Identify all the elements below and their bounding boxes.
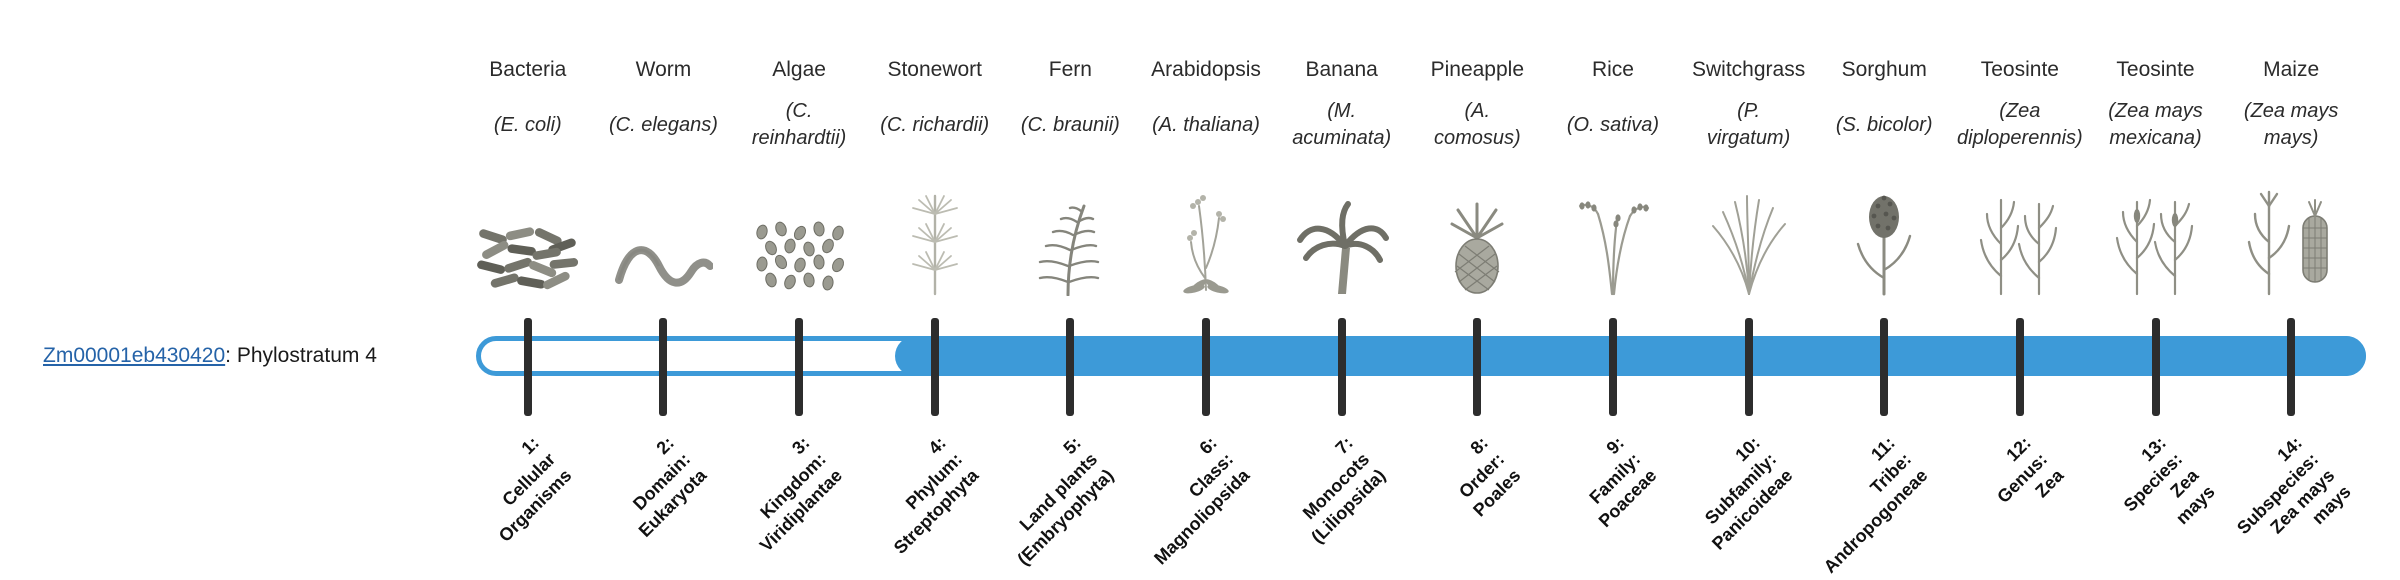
phylostratum-tick	[1202, 318, 1211, 416]
organism-name: Teosinte	[1980, 58, 2059, 81]
organism-scientific-name: (Zea diploperennis)	[1957, 100, 2083, 149]
phylostratum-tick	[930, 318, 939, 416]
gene-link[interactable]: Zm00001eb430420	[43, 344, 226, 367]
organism-name: Algae	[772, 58, 826, 81]
phylostratum-label: 7: Monocots (Liliopsida)	[1298, 432, 1390, 548]
maize-icon	[2223, 168, 2359, 296]
switchgrass-icon	[1681, 168, 1817, 296]
rice-icon	[1545, 168, 1681, 296]
organism-scientific-name: (C. braunii)	[1020, 113, 1120, 136]
organism-scientific-name: (P. virgatum)	[1706, 100, 1791, 149]
organism-scientific-name: (C. elegans)	[608, 113, 718, 136]
organism-name: Worm	[635, 58, 692, 81]
organism-column-fern: Fern (C. braunii)	[1003, 0, 1139, 580]
phylostratum-tick	[1066, 318, 1075, 416]
organism-name: Arabidopsis	[1151, 58, 1261, 81]
phylostratum-label: 8: Order: Poales	[1455, 432, 1525, 521]
organism-scientific-name: (E. coli)	[493, 113, 562, 136]
teosinte-diploperennis-icon	[1952, 168, 2088, 296]
organism-scientific-name: (A. comosus)	[1433, 100, 1521, 149]
phylostratum-tick	[1473, 318, 1482, 416]
organism-name: Maize	[2263, 58, 2320, 81]
phylostratum-label: 3: Kingdom: Viridiplantae	[756, 432, 847, 556]
organism-column-teosinte-mexicana: Teosinte (Zea mays mexicana)	[2088, 0, 2224, 580]
phylostratum-label: 14: Subspecies: Zea mays mays	[2233, 432, 2355, 539]
phylostratum-label: 10: Subfamily: Panicoideae	[1700, 432, 1797, 554]
organism-column-banana: Banana (M. acuminata) 7: Monocots (Lilio…	[1274, 0, 1410, 580]
organism-columns: Bacteria (E. coli)	[460, 0, 2359, 580]
organism-name: Banana	[1305, 58, 1378, 81]
phylostratum-label: 4: Phylum: Streptophyta	[889, 432, 983, 558]
organism-scientific-name: (C. richardii)	[880, 113, 990, 136]
organism-column-teosinte-diploperennis: Teosinte (Zea diploperennis)	[1952, 0, 2088, 580]
organism-name: Switchgrass	[1691, 58, 1806, 81]
bacteria-icon	[460, 168, 596, 296]
stonewort-icon	[867, 168, 1003, 296]
organism-column-bacteria: Bacteria (E. coli)	[460, 0, 596, 580]
organism-name: Sorghum	[1841, 58, 1927, 81]
organism-scientific-name: (O. sativa)	[1566, 113, 1660, 136]
teosinte-mexicana-icon	[2088, 168, 2224, 296]
organism-column-algae: Algae (C. reinhardtii)	[731, 0, 867, 580]
organism-scientific-name: (S. bicolor)	[1835, 113, 1933, 136]
organism-scientific-name: (M. acuminata)	[1292, 100, 1392, 149]
pineapple-icon	[1409, 168, 1545, 296]
algae-icon	[731, 168, 867, 296]
phylostratum-label: 2: Domain: Eukaryota	[629, 432, 711, 541]
organism-name: Teosinte	[2116, 58, 2195, 81]
fern-icon	[1003, 168, 1139, 296]
organism-name: Pineapple	[1430, 58, 1525, 81]
organism-column-rice: Rice (O. sativa)	[1545, 0, 1681, 580]
phylostratum-tick	[2151, 318, 2160, 416]
organism-scientific-name: (Zea mays mexicana)	[2108, 100, 2203, 149]
phylostratum-label: 12: Genus: Zea	[1993, 432, 2068, 507]
phylostratum-tick	[2015, 318, 2024, 416]
organism-scientific-name: (C. reinhardtii)	[751, 100, 847, 149]
organism-name: Bacteria	[489, 58, 567, 81]
phylostratum-tick	[523, 318, 532, 416]
phylostratum-label: 6: Class: Magnoliopsida	[1150, 432, 1254, 569]
gene-stratum-text: : Phylostratum 4	[225, 344, 377, 367]
organism-name: Stonewort	[887, 58, 983, 81]
phylostratum-label: 1: Cellular Organisms	[494, 432, 576, 546]
organism-name: Fern	[1048, 58, 1092, 81]
phylostratum-tick	[1608, 318, 1617, 416]
banana-icon	[1274, 168, 1410, 296]
organism-column-switchgrass: Switchgrass (P. virgatum) 10: Subfam	[1681, 0, 1817, 580]
phylostratum-label: 13: Species: Zea mays	[2120, 432, 2220, 529]
organism-column-pineapple: Pineapple (A. comosus) 8: Order: Poales	[1409, 0, 1545, 580]
organism-column-maize: Maize (Zea mays mays)	[2223, 0, 2359, 580]
sorghum-icon	[1816, 168, 1952, 296]
organism-scientific-name: (Zea mays mays)	[2243, 100, 2339, 149]
organism-column-stonewort: Stonewort (C. richardii) 4: Phylum: Stre…	[867, 0, 1003, 580]
phylostratum-tick	[2287, 318, 2296, 416]
phylostratum-label: 9: Family: Poaceae	[1585, 432, 1661, 532]
phylostratum-tick	[795, 318, 804, 416]
worm-icon	[596, 168, 732, 296]
arabidopsis-icon	[1138, 168, 1274, 296]
phylostratum-tick	[659, 318, 668, 416]
organism-name: Rice	[1591, 58, 1634, 81]
organism-scientific-name: (A. thaliana)	[1152, 113, 1260, 136]
organism-column-worm: Worm (C. elegans) 2: Domain: Eukaryota	[596, 0, 732, 580]
phylostratum-tick	[1744, 318, 1753, 416]
phylostrata-bar-fill	[895, 336, 2366, 376]
phylostratum-tick	[1337, 318, 1346, 416]
organism-column-sorghum: Sorghum (S. bicolor)	[1816, 0, 1952, 580]
phylostratum-tick	[1880, 318, 1889, 416]
gene-label: Zm00001eb430420: Phylostratum 4	[43, 344, 377, 368]
organism-column-arabidopsis: Arabidopsis (A. thaliana)	[1138, 0, 1274, 580]
